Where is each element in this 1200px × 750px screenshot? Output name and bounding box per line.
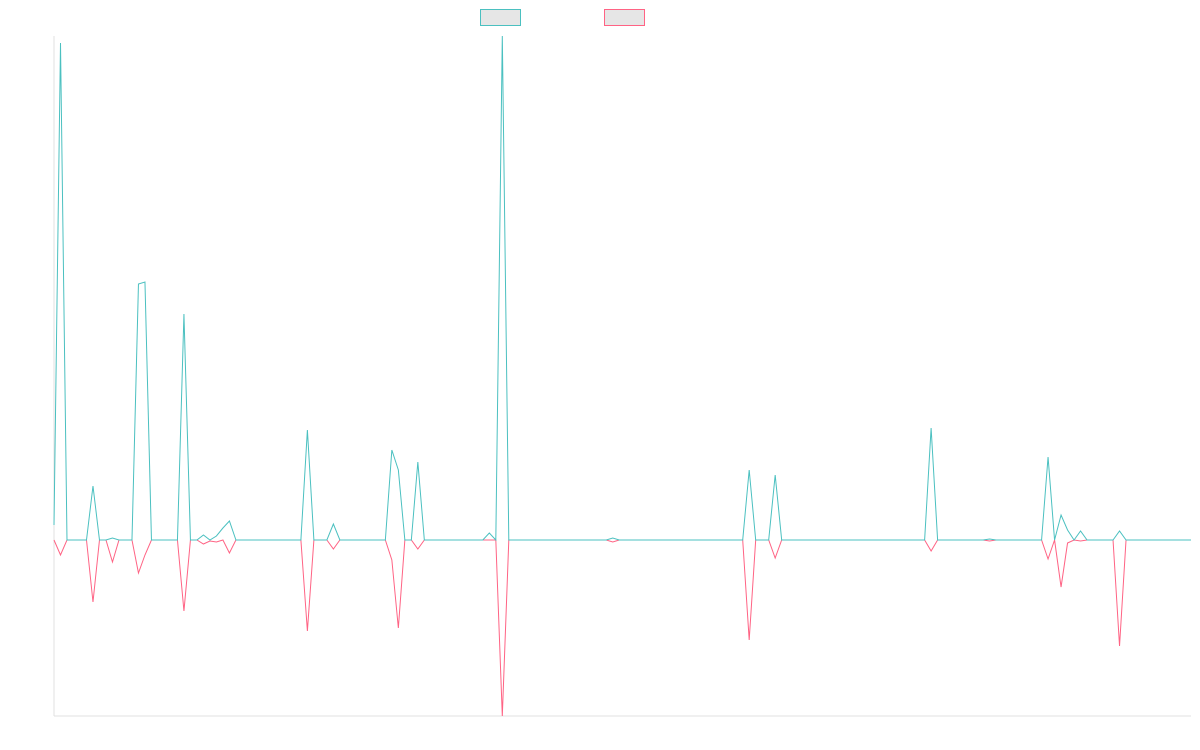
legend-swatch[interactable] (604, 9, 645, 26)
series-line (53, 539, 1191, 717)
series-line (53, 35, 1191, 542)
legend-swatch[interactable] (480, 9, 521, 26)
